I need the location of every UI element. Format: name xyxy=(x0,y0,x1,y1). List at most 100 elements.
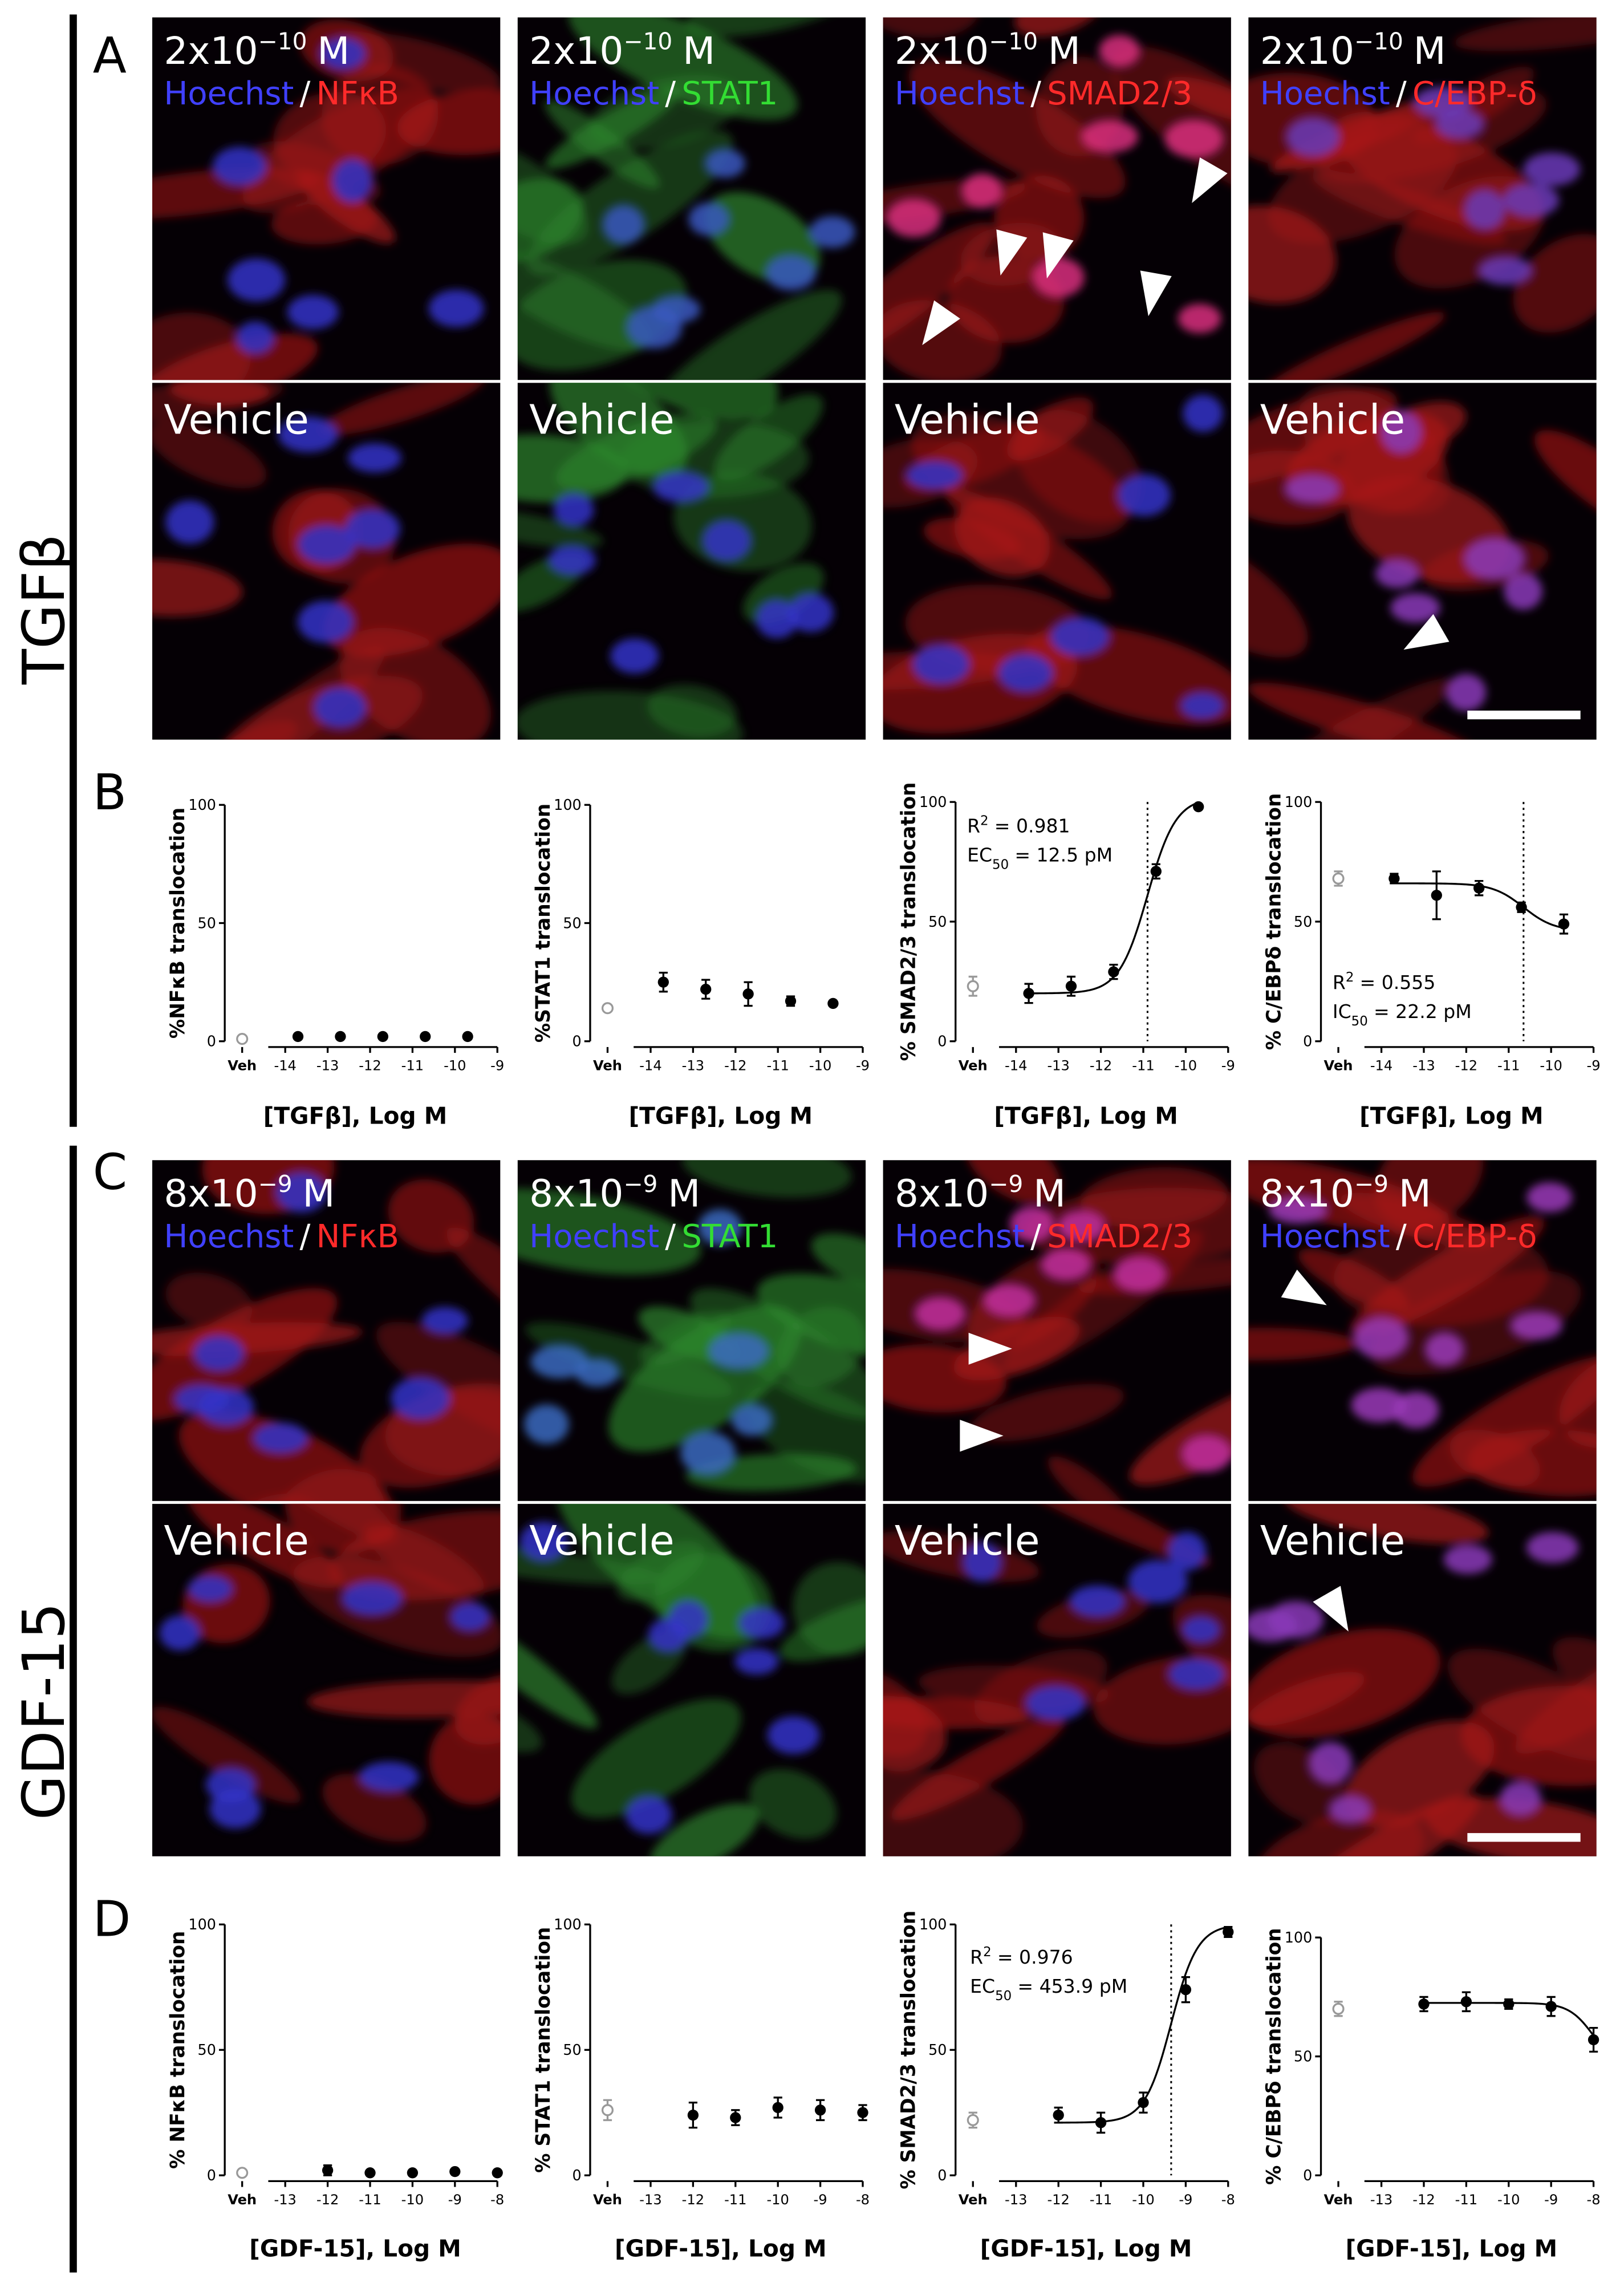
x-tick-label: -10 xyxy=(1132,2192,1154,2208)
cytoplasm xyxy=(517,139,588,245)
micrograph-content xyxy=(883,395,1231,734)
cytoplasm xyxy=(1130,1370,1231,1485)
dose-label: 2x10−10 M xyxy=(1260,27,1446,72)
data-point xyxy=(857,2107,868,2118)
data-point xyxy=(407,2167,419,2179)
channel-label: Hoechst / C/EBP-δ xyxy=(1260,75,1537,112)
arrowhead xyxy=(1403,614,1450,650)
y-axis-label: % STAT1 translocation xyxy=(532,1927,555,2173)
nucleus xyxy=(287,295,339,330)
annotation-part: = 0.981 xyxy=(994,815,1070,837)
arrowhead xyxy=(996,229,1028,276)
dose-unit: M xyxy=(683,29,715,73)
nucleus xyxy=(297,601,354,643)
x-tick-label: Veh xyxy=(593,1058,622,1074)
x-tick-label: -10 xyxy=(1540,1058,1562,1074)
vehicle-point xyxy=(236,1033,249,1045)
data-point xyxy=(1150,866,1162,877)
dose-exponent: −9 xyxy=(258,1170,293,1198)
channel: C/EBP-δ xyxy=(1412,1218,1537,1255)
channel-label: Hoechst / SMAD2/3 xyxy=(895,75,1192,112)
data-point xyxy=(492,2167,503,2179)
nucleus xyxy=(553,493,594,527)
nucleus xyxy=(1128,1560,1188,1603)
cytoplasm xyxy=(323,544,501,657)
data-point xyxy=(687,2109,699,2121)
cytoplasm xyxy=(1248,683,1484,740)
data-point xyxy=(1053,2109,1064,2121)
cytoplasm xyxy=(1248,205,1336,304)
nucleus xyxy=(1381,411,1422,453)
micrograph-content xyxy=(152,1160,501,1501)
annotation-part: = 22.2 pM xyxy=(1374,1000,1472,1023)
nucleus xyxy=(1351,1388,1407,1423)
x-tick-label: Veh xyxy=(959,1058,988,1074)
cytoplasm xyxy=(811,1233,866,1290)
cytoplasm xyxy=(566,383,778,421)
nucleus xyxy=(391,1377,450,1420)
micrograph-content xyxy=(1248,1160,1597,1497)
nucleus xyxy=(213,147,267,186)
dose-label: 8x10−9 M xyxy=(1260,1170,1431,1215)
nucleus xyxy=(680,1432,736,1475)
nucleus xyxy=(1267,1601,1324,1639)
nucleus xyxy=(314,687,367,728)
dose-label: 8x10−9 M xyxy=(895,1170,1066,1215)
micrograph-blur xyxy=(883,1503,1231,1856)
cytoplasm xyxy=(1006,397,1094,461)
data-point xyxy=(785,995,797,1007)
vehicle-label: Vehicle xyxy=(529,396,675,443)
nucleus xyxy=(523,1404,569,1444)
cytoplasm xyxy=(525,1322,733,1398)
cytoplasm xyxy=(1277,1794,1480,1856)
cytoplasm xyxy=(319,383,485,435)
annotation-part: 2 xyxy=(1346,970,1354,985)
channel: Hoechst xyxy=(895,75,1025,112)
dose-label: 2x10−10 M xyxy=(529,27,715,72)
dose-unit: M xyxy=(317,29,350,73)
cytoplasm xyxy=(647,684,737,737)
nucleus xyxy=(1435,109,1484,139)
x-tick-label: -13 xyxy=(639,2192,661,2208)
section-bar xyxy=(70,14,77,1127)
dose-label: 2x10−10 M xyxy=(164,27,350,72)
data-point xyxy=(742,988,754,1000)
nucleus xyxy=(734,1648,779,1675)
y-axis-label: % SMAD2/3 translocation xyxy=(898,1911,920,2189)
arrowhead xyxy=(1140,270,1172,317)
cytoplasm xyxy=(446,1227,501,1359)
dose-base: 2x10 xyxy=(1260,29,1354,73)
annotation: EC50 = 12.5 pM xyxy=(967,844,1113,872)
nucleus xyxy=(1285,475,1339,504)
cytoplasm xyxy=(965,1160,1061,1205)
y-tick-label: 0 xyxy=(937,1033,947,1050)
data-point xyxy=(1065,980,1077,992)
data-point xyxy=(1418,1998,1430,2010)
channel-label: Hoechst / STAT1 xyxy=(529,75,778,112)
x-tick-label: Veh xyxy=(228,1058,257,1074)
data-point xyxy=(1558,918,1570,930)
cytoplasm xyxy=(152,1706,301,1804)
y-tick-label: 50 xyxy=(198,2041,216,2058)
dose-label: 2x10−10 M xyxy=(895,27,1081,72)
nucleus xyxy=(1523,152,1581,186)
nucleus xyxy=(698,1209,742,1246)
channel: SMAD2/3 xyxy=(1047,1218,1192,1255)
y-tick-label: 0 xyxy=(1303,2167,1312,2184)
nucleus xyxy=(963,1542,1002,1582)
channel: Hoechst xyxy=(164,75,294,112)
x-axis-label: [GDF-15], Log M xyxy=(980,2235,1192,2262)
x-tick-label: -13 xyxy=(1047,1058,1069,1074)
nucleus xyxy=(1503,183,1560,217)
panel-letter: A xyxy=(93,27,127,84)
x-tick-label: -8 xyxy=(856,2192,870,2208)
x-tick-label: -9 xyxy=(1221,1058,1235,1074)
dose-unit: M xyxy=(1399,1172,1431,1216)
cytoplasm xyxy=(1248,678,1454,740)
data-point xyxy=(772,2102,783,2114)
nucleus xyxy=(767,1716,820,1754)
annotation-part: 2 xyxy=(983,1945,992,1960)
y-tick-label: 0 xyxy=(207,2167,216,2184)
arrowhead xyxy=(1281,1270,1327,1305)
